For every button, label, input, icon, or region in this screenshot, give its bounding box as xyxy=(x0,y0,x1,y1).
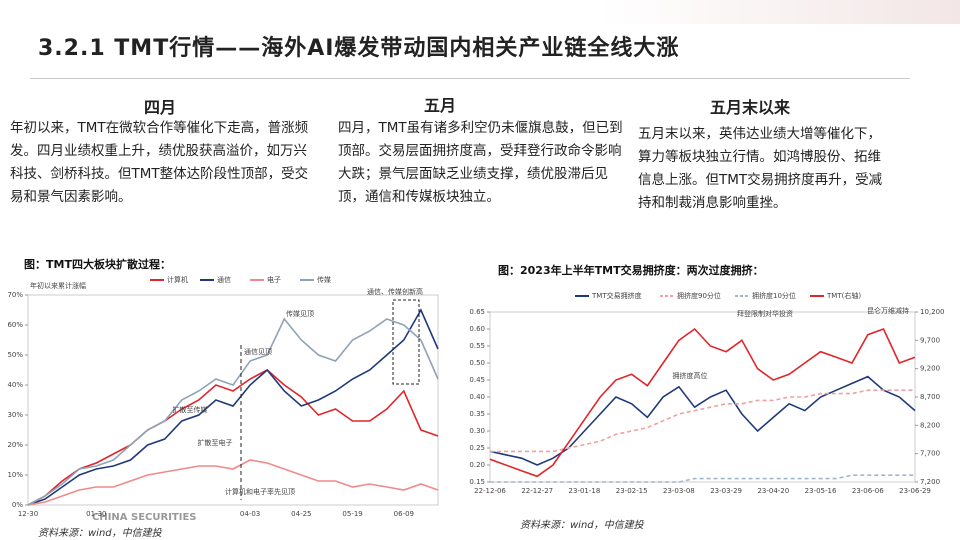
chart-caption: 图：2023年上半年TMT交易拥挤度：两次过度拥挤： xyxy=(498,264,764,277)
x-tick-label: 04-25 xyxy=(291,510,311,518)
source: 资料来源：wind，中信建投 xyxy=(38,528,162,539)
y-tick-label: 10% xyxy=(7,471,23,479)
column-heading: 四月 xyxy=(143,98,176,117)
y-tick-label: 0.60 xyxy=(469,325,485,333)
x-tick-label: 01-30 xyxy=(86,510,106,518)
legend-label: 电子 xyxy=(267,275,281,284)
y-tick-label: 0% xyxy=(12,501,23,509)
y2-tick-label: 7,200 xyxy=(920,478,940,486)
y-axis-label: 年初以来累计涨幅 xyxy=(30,281,86,290)
legend-label: 传媒 xyxy=(317,275,331,284)
series-line xyxy=(490,474,915,483)
y-tick-label: 0.65 xyxy=(469,308,485,316)
annotation: 扩散至电子 xyxy=(198,438,233,447)
annotation: 拜登限制对华投资 xyxy=(737,309,793,318)
y2-tick-label: 7,700 xyxy=(920,450,940,458)
y-tick-label: 50% xyxy=(7,351,23,359)
y2-tick-label: 9,200 xyxy=(920,365,940,373)
y-tick-label: 0.50 xyxy=(469,359,485,367)
x-tick-label: 12-30 xyxy=(18,510,38,518)
legend-label: TMT交易拥挤度 xyxy=(591,291,642,300)
annotation: 昆仑万维减持 xyxy=(867,306,909,315)
x-tick-label: 23-02-15 xyxy=(616,487,648,495)
annotation: 计算机和电子率先见顶 xyxy=(225,487,295,496)
series-line xyxy=(27,459,439,506)
y-tick-label: 70% xyxy=(7,291,23,299)
plot-frame xyxy=(27,294,439,506)
x-tick-label: 23-01-18 xyxy=(569,487,601,495)
y2-tick-label: 8,200 xyxy=(920,421,940,429)
decor xyxy=(600,0,960,24)
x-tick-label: 23-03-29 xyxy=(710,487,742,495)
x-tick-label: 04-03 xyxy=(240,510,260,518)
series-line xyxy=(489,327,916,478)
column-text: 四月，TMT虽有诸多利空仍未偃旗息鼓，但已到顶部。交易层面拥挤度高，受拜登行政命… xyxy=(338,120,623,205)
y2-tick-label: 9,700 xyxy=(920,336,940,344)
column-heading: 五月末以来 xyxy=(709,98,790,117)
y-tick-label: 20% xyxy=(7,441,23,449)
y-tick-label: 0.55 xyxy=(469,342,485,350)
title-rule xyxy=(30,78,910,79)
x-tick-label: 23-04-20 xyxy=(757,487,789,495)
logo: CHINA SECURITIES xyxy=(92,512,197,523)
column-text: 五月末以来，英伟达业绩大增等催化下，算力等板块独立行情。如鸿博股份、拓维信息上涨… xyxy=(638,126,883,211)
annotation: 通信、传媒创新高 xyxy=(367,287,423,296)
annotation: 拥挤度高位 xyxy=(673,371,708,380)
y-tick-label: 0.35 xyxy=(469,410,485,418)
legend-label: TMT(右轴) xyxy=(826,291,861,300)
series-line xyxy=(490,389,915,453)
column-heading: 五月 xyxy=(423,96,456,115)
legend-label: 通信 xyxy=(217,275,231,284)
legend-label: 计算机 xyxy=(167,275,188,284)
x-tick-label: 22-12-06 xyxy=(474,487,506,495)
annotation: 通信见顶 xyxy=(244,347,272,356)
y-tick-label: 0.25 xyxy=(469,444,485,452)
highlight-box xyxy=(392,299,420,385)
y-tick-label: 0.20 xyxy=(469,461,485,469)
y-tick-label: 30% xyxy=(7,411,23,419)
y-tick-label: 0.15 xyxy=(469,478,485,486)
y-tick-label: 40% xyxy=(7,381,23,389)
x-tick-label: 05-19 xyxy=(342,510,362,518)
y-tick-label: 0.40 xyxy=(469,393,485,401)
x-tick-label: 22-12-27 xyxy=(521,487,553,495)
y2-tick-label: 10,200 xyxy=(920,308,945,316)
legend-label: 拥挤度90分位 xyxy=(677,291,721,300)
y-tick-label: 60% xyxy=(7,321,23,329)
x-tick-label: 23-06-29 xyxy=(899,487,931,495)
series-line xyxy=(27,308,439,506)
x-tick-label: 23-06-06 xyxy=(852,487,884,495)
x-tick-label: 23-05-16 xyxy=(805,487,837,495)
series-line xyxy=(27,369,439,506)
y2-tick-label: 8,700 xyxy=(920,393,940,401)
series-line xyxy=(27,317,439,506)
x-tick-label: 23-03-08 xyxy=(663,487,695,495)
x-tick-label: 06-09 xyxy=(394,510,414,518)
column-text: 年初以来，TMT在微软合作等催化下走高，普涨频发。四月业绩权重上升，绩优股获高溢… xyxy=(10,120,309,205)
annotation: 扩散至传媒 xyxy=(173,405,208,414)
legend-label: 拥挤度10分位 xyxy=(752,291,796,300)
y-tick-label: 0.30 xyxy=(469,427,485,435)
chart-caption: 图：TMT四大板块扩散过程： xyxy=(24,258,171,271)
slide-title: 3.2.1 TMT行情——海外AI爆发带动国内相关产业链全线大涨 xyxy=(38,36,680,61)
source: 资料来源：wind，中信建投 xyxy=(520,520,644,531)
annotation: 传媒见顶 xyxy=(286,309,314,318)
y-tick-label: 0.45 xyxy=(469,376,485,384)
